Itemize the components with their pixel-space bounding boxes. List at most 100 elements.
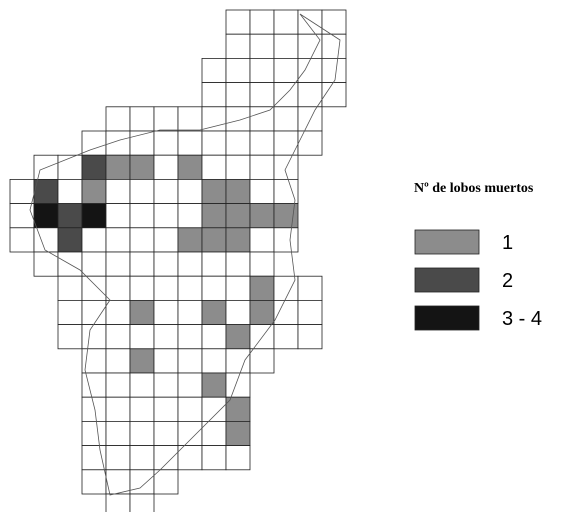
grid-cell [9,227,35,253]
grid-cell [105,420,131,446]
grid-cell [177,396,203,422]
legend-label: 2 [502,270,513,292]
grid-cell [57,275,83,301]
grid-cell [225,154,251,180]
grid-cell [273,33,299,59]
grid-cell [201,299,227,325]
grid-cell [201,275,227,301]
grid-cell [9,203,35,229]
grid-cell [153,299,179,325]
grid-cell [153,348,179,374]
grid-cell [153,445,179,471]
grid-cell [225,372,251,398]
grid-cell [153,106,179,132]
grid-cell [225,275,251,301]
grid-cell [105,106,131,132]
grid-cell [105,348,131,374]
grid-cell [201,251,227,277]
grid-cell [81,420,107,446]
grid-cell [81,372,107,398]
grid-cell [153,251,179,277]
grid-cell [129,178,155,204]
grid-cell [177,154,203,180]
grid-cell [201,130,227,156]
grid-cell [225,203,251,229]
grid-cell [153,420,179,446]
legend-title: Nº de lobos muertos [414,181,534,196]
grid-cell [57,324,83,350]
grid-cell [201,106,227,132]
grid-cell [177,445,203,471]
grid-cell [297,58,323,84]
grid-cell [81,227,107,253]
grid-cell [273,82,299,108]
grid-cell [81,324,107,350]
coastline [29,13,341,496]
grid-cell [129,275,155,301]
grid-cell [249,33,275,59]
grid-cell [129,154,155,180]
grid-cell [249,251,275,277]
grid-cell [249,130,275,156]
grid-cell [177,420,203,446]
grid-cell [129,420,155,446]
grid-cell [249,299,275,325]
grid-cell [177,203,203,229]
grid-cell [249,82,275,108]
grid-cell [273,324,299,350]
legend: 1 2 3 - 4 [414,229,542,331]
grid-cell [201,420,227,446]
grid-cell [129,227,155,253]
grid-cell [81,275,107,301]
grid-cell [153,469,179,495]
legend-swatch [414,229,480,255]
grid-cell [153,275,179,301]
grid-cell [81,154,107,180]
grid-cell [33,154,59,180]
legend-label: 1 [502,232,513,254]
grid-cell [177,372,203,398]
grid-cell [177,275,203,301]
grid-cell [225,58,251,84]
grid-cell [321,58,347,84]
grid-cell [249,203,275,229]
grid-cell [177,178,203,204]
grid-cell [105,203,131,229]
grid-cell [321,9,347,35]
grid-cell [273,178,299,204]
grid-cell [273,106,299,132]
grid-cell [249,106,275,132]
grid-cell [249,9,275,35]
grid-cell [129,396,155,422]
grid-cell [225,420,251,446]
grid-cell [153,130,179,156]
grid-cell [129,445,155,471]
grid-cell [105,396,131,422]
grid-cell [81,348,107,374]
grid-cell [225,227,251,253]
grid-cell [249,227,275,253]
grid-cell [297,130,323,156]
grid-cell [81,445,107,471]
grid-cell [105,251,131,277]
grid-cell [225,251,251,277]
grid-cell [273,9,299,35]
grid-cell [225,33,251,59]
grid-cell [297,82,323,108]
grid-cell [153,324,179,350]
grid-cell [201,178,227,204]
grid-cell [297,299,323,325]
grid-cell [225,348,251,374]
grid-cell [129,203,155,229]
grid-cell [105,275,131,301]
grid-cell [297,324,323,350]
grid-cell [201,396,227,422]
grid-cell [105,227,131,253]
grid-cell [129,324,155,350]
grid-cell [129,251,155,277]
grid-cell [153,396,179,422]
grid-cell [201,324,227,350]
grid-cell [81,469,107,495]
grid-cell [225,445,251,471]
